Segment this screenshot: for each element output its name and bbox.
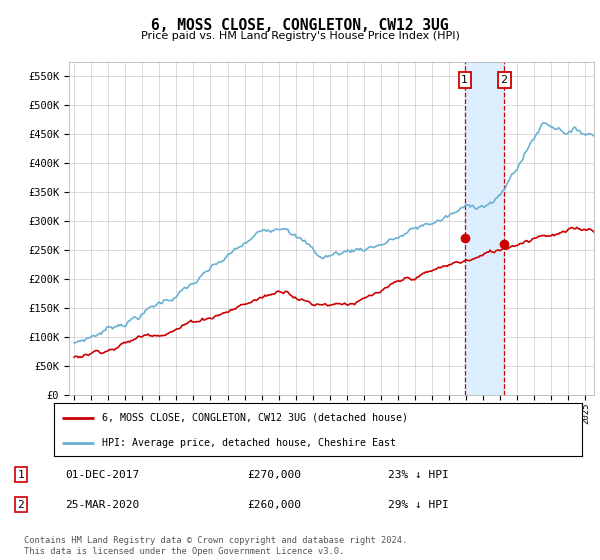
Text: 1: 1 [461, 75, 468, 85]
Text: 6, MOSS CLOSE, CONGLETON, CW12 3UG: 6, MOSS CLOSE, CONGLETON, CW12 3UG [151, 18, 449, 34]
Text: 23% ↓ HPI: 23% ↓ HPI [388, 470, 449, 479]
Text: £270,000: £270,000 [247, 470, 301, 479]
Text: 1: 1 [17, 470, 24, 479]
Text: 6, MOSS CLOSE, CONGLETON, CW12 3UG (detached house): 6, MOSS CLOSE, CONGLETON, CW12 3UG (deta… [101, 413, 407, 423]
Text: 01-DEC-2017: 01-DEC-2017 [65, 470, 139, 479]
Text: Contains HM Land Registry data © Crown copyright and database right 2024.
This d: Contains HM Land Registry data © Crown c… [24, 536, 407, 556]
Text: 29% ↓ HPI: 29% ↓ HPI [388, 500, 449, 510]
Text: 2: 2 [500, 75, 508, 85]
Text: Price paid vs. HM Land Registry's House Price Index (HPI): Price paid vs. HM Land Registry's House … [140, 31, 460, 41]
Bar [465, 62, 504, 395]
Text: 2: 2 [17, 500, 24, 510]
Text: £260,000: £260,000 [247, 500, 301, 510]
Text: 25-MAR-2020: 25-MAR-2020 [65, 500, 139, 510]
Text: HPI: Average price, detached house, Cheshire East: HPI: Average price, detached house, Ches… [101, 438, 395, 448]
